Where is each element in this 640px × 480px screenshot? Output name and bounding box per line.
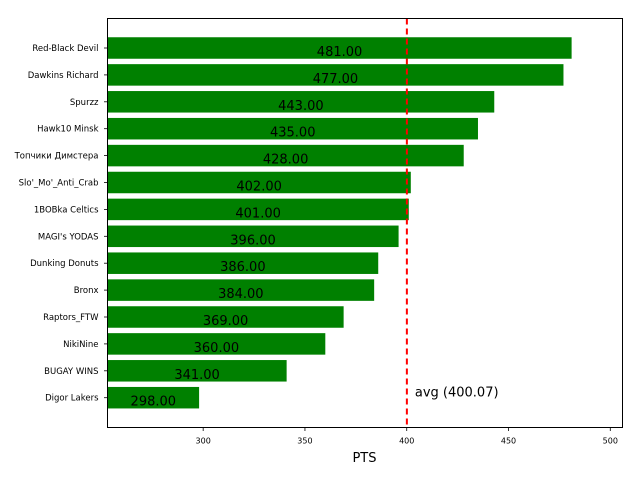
y-tick-label: Spurzz bbox=[70, 98, 99, 108]
bar-value-label: 401.00 bbox=[235, 206, 281, 221]
x-tick-label: 350 bbox=[297, 437, 312, 446]
y-tick-label: Dawkins Richard bbox=[28, 71, 99, 81]
x-tick-label: 400 bbox=[399, 437, 414, 446]
y-tick-label: Hawk10 Minsk bbox=[37, 125, 99, 135]
x-ticks: 300 350 400 450 500 bbox=[196, 427, 618, 446]
bar-value-label: 402.00 bbox=[236, 180, 282, 195]
bar bbox=[107, 306, 344, 328]
bar-value-label: 435.00 bbox=[270, 126, 316, 141]
y-tick-label: BUGAY WINS bbox=[44, 367, 98, 377]
average-label: avg (400.07) bbox=[415, 386, 499, 401]
y-tick-label: Топчики Димстера bbox=[14, 152, 99, 162]
bar-value-label: 341.00 bbox=[174, 368, 220, 383]
bar-value-label: 443.00 bbox=[278, 99, 324, 114]
y-tick-label: NikiNine bbox=[63, 340, 98, 350]
y-tick-label: Slo'_Mo'_Anti_Crab bbox=[19, 179, 99, 189]
x-tick-label: 300 bbox=[196, 437, 211, 446]
bar bbox=[107, 386, 200, 409]
y-tick-label: Dunking Donuts bbox=[30, 259, 99, 269]
bar bbox=[107, 360, 287, 382]
bar-value-label: 369.00 bbox=[203, 314, 249, 329]
bar bbox=[107, 279, 375, 301]
plot-frame bbox=[107, 18, 623, 428]
bar bbox=[107, 64, 564, 86]
bar bbox=[107, 171, 411, 194]
bar-value-label: 481.00 bbox=[317, 45, 363, 60]
bar bbox=[107, 144, 464, 167]
bar-value-label: 386.00 bbox=[220, 260, 266, 275]
x-tick-label: 500 bbox=[603, 437, 618, 446]
y-tick-label: Digor Lakers bbox=[45, 394, 99, 404]
y-tick-label: 1BOBka Celtics bbox=[34, 205, 99, 215]
bar-value-labels: 481.00 477.00 443.00 435.00 428.00 402.00 401.… bbox=[131, 45, 363, 410]
y-tick-labels: Red-Black Devil Dawkins Richard Spurzz Hawk… bbox=[14, 44, 108, 404]
bar bbox=[107, 225, 399, 248]
bar bbox=[107, 333, 326, 355]
bar-value-label: 428.00 bbox=[263, 153, 309, 168]
bars-group bbox=[107, 37, 572, 409]
x-axis-label: PTS bbox=[352, 451, 376, 466]
bar bbox=[107, 252, 379, 274]
bar bbox=[107, 37, 572, 59]
bar-value-label: 396.00 bbox=[230, 233, 276, 248]
bar-value-label: 477.00 bbox=[313, 72, 359, 87]
y-tick-label: Bronx bbox=[74, 286, 99, 296]
bar bbox=[107, 198, 409, 221]
bar bbox=[107, 117, 478, 140]
bar-value-label: 384.00 bbox=[218, 287, 264, 302]
y-tick-label: Red-Black Devil bbox=[32, 44, 98, 54]
bar-value-label: 360.00 bbox=[194, 341, 240, 356]
bar bbox=[107, 91, 495, 113]
bar-value-label: 298.00 bbox=[131, 395, 177, 410]
y-tick-label: Raptors_FTW bbox=[43, 313, 99, 323]
y-tick-label: MAGI's YODAS bbox=[38, 232, 99, 242]
x-tick-label: 450 bbox=[501, 437, 516, 446]
